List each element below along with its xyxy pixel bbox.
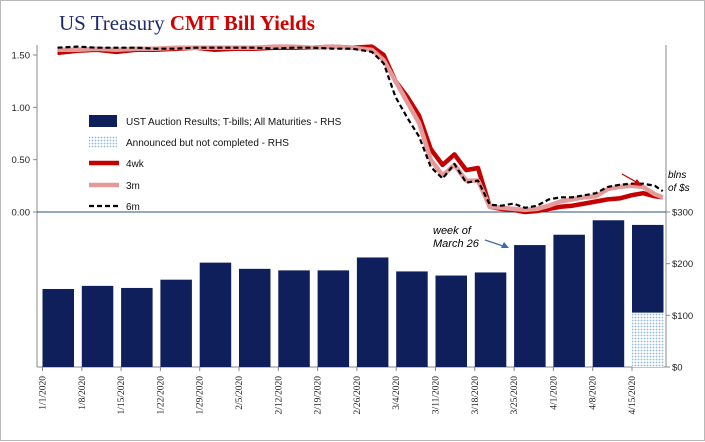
legend-label: Announced but not completed - RHS: [126, 138, 289, 149]
series-line-6m: [57, 45, 664, 209]
series-line-3m: [57, 44, 664, 213]
right-tick-label: $100: [672, 311, 693, 322]
x-tick-label: 3/11/2020: [432, 376, 442, 414]
right-tick-label: $300: [672, 208, 693, 219]
x-tick-label: 2/5/2020: [235, 376, 245, 410]
x-tick-label: 2/26/2020: [353, 376, 363, 415]
series-line-4wk: [57, 44, 663, 215]
legend: UST Auction Results; T-bills; All Maturi…: [89, 115, 342, 213]
right-axis-ticks: $300 $200 $100 $0: [666, 208, 693, 374]
x-tick-label: 4/1/2020: [549, 376, 559, 410]
x-tick-label: 1/1/2020: [39, 376, 49, 410]
line-layer: [57, 44, 664, 215]
red-arrow-line: [621, 173, 639, 184]
bar-completed: [239, 268, 271, 367]
bar-completed: [396, 271, 428, 367]
legend-swatch-completed: [89, 115, 117, 127]
bar-completed: [632, 224, 664, 313]
title-part-us-treasury: US Treasury: [59, 11, 170, 35]
left-tick-label: 0.00: [12, 208, 31, 219]
bar-completed: [81, 285, 114, 367]
legend-swatch-announced: [89, 136, 117, 148]
annotation-march-26: March 26: [433, 238, 480, 250]
bar-completed: [199, 262, 232, 367]
bar-completed: [160, 279, 192, 367]
x-tick-label: 2/19/2020: [314, 376, 324, 415]
bar-completed: [42, 288, 74, 367]
x-tick-label: 1/22/2020: [156, 376, 166, 415]
x-tick-label: 3/4/2020: [392, 376, 402, 410]
legend-label: UST Auction Results; T-bills; All Maturi…: [126, 117, 342, 128]
x-tick-label: 4/8/2020: [589, 376, 599, 410]
left-axis-ticks: 1.50 1.00 0.50 0.00: [12, 51, 37, 219]
annotation-arrow-head: [501, 242, 509, 248]
bar-completed: [553, 234, 585, 367]
right-tick-label: $200: [672, 259, 693, 270]
legend-label: 4wk: [126, 159, 145, 170]
legend-label: 3m: [126, 181, 140, 192]
annotation-blns: blns: [668, 170, 686, 181]
x-tick-label: 1/15/2020: [117, 376, 127, 415]
annotation-week-of: week of: [433, 225, 472, 237]
left-tick-label: 1.50: [12, 51, 31, 62]
red-arrow-head: [633, 179, 642, 186]
bar-completed: [474, 272, 507, 367]
legend-label: 6m: [126, 202, 140, 213]
bar-completed: [435, 275, 467, 367]
x-tick-label: 4/15/2020: [628, 376, 638, 415]
x-tick-label: 3/18/2020: [471, 376, 481, 415]
left-tick-label: 0.50: [12, 155, 31, 166]
bar-layer: [42, 220, 664, 367]
bar-completed: [317, 270, 350, 367]
bar-completed: [278, 270, 310, 367]
x-tick-label: 2/12/2020: [274, 376, 284, 415]
x-axis-ticks: 1/1/2020 1/8/2020 1/15/2020 1/22/2020 1/29/2…: [39, 367, 638, 415]
left-tick-label: 1.00: [12, 103, 31, 114]
x-tick-label: 3/25/2020: [510, 376, 520, 415]
bar-completed: [514, 245, 546, 367]
right-tick-label: $0: [672, 363, 683, 374]
bar-completed: [356, 257, 389, 367]
chart-title: US Treasury CMT Bill Yields: [59, 11, 315, 35]
annotation-of-dollars: of $s: [668, 183, 690, 194]
bar-completed: [121, 287, 153, 367]
x-tick-label: 1/29/2020: [196, 376, 206, 415]
bar-completed: [592, 220, 625, 367]
x-tick-label: 1/8/2020: [78, 376, 88, 410]
bar-announced: [632, 312, 664, 367]
title-part-cmt-bill-yields: CMT Bill Yields: [170, 11, 315, 35]
